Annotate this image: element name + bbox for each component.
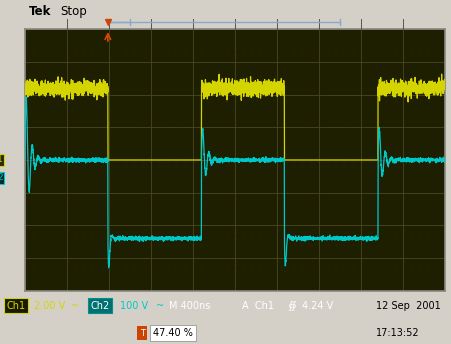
Text: ~: ~: [156, 301, 164, 311]
Text: Ch1: Ch1: [7, 301, 26, 311]
Text: 2: 2: [0, 173, 3, 182]
Text: A  Ch1: A Ch1: [241, 301, 273, 311]
Text: 12 Sep  2001: 12 Sep 2001: [375, 301, 440, 311]
Text: ∯: ∯: [286, 301, 295, 311]
Text: Stop: Stop: [60, 5, 87, 18]
Text: 100 V: 100 V: [120, 301, 147, 311]
Text: Ch2: Ch2: [90, 301, 110, 311]
Text: M 400ns: M 400ns: [169, 301, 211, 311]
Text: Tek: Tek: [29, 5, 51, 18]
Text: 1: 1: [0, 155, 3, 164]
Text: 17:13:52: 17:13:52: [375, 328, 419, 338]
Text: 2.00 V: 2.00 V: [34, 301, 65, 311]
Text: ~: ~: [71, 301, 79, 311]
Text: T: T: [139, 329, 145, 338]
Text: 4.24 V: 4.24 V: [301, 301, 332, 311]
Text: 47.40 %: 47.40 %: [152, 328, 192, 338]
